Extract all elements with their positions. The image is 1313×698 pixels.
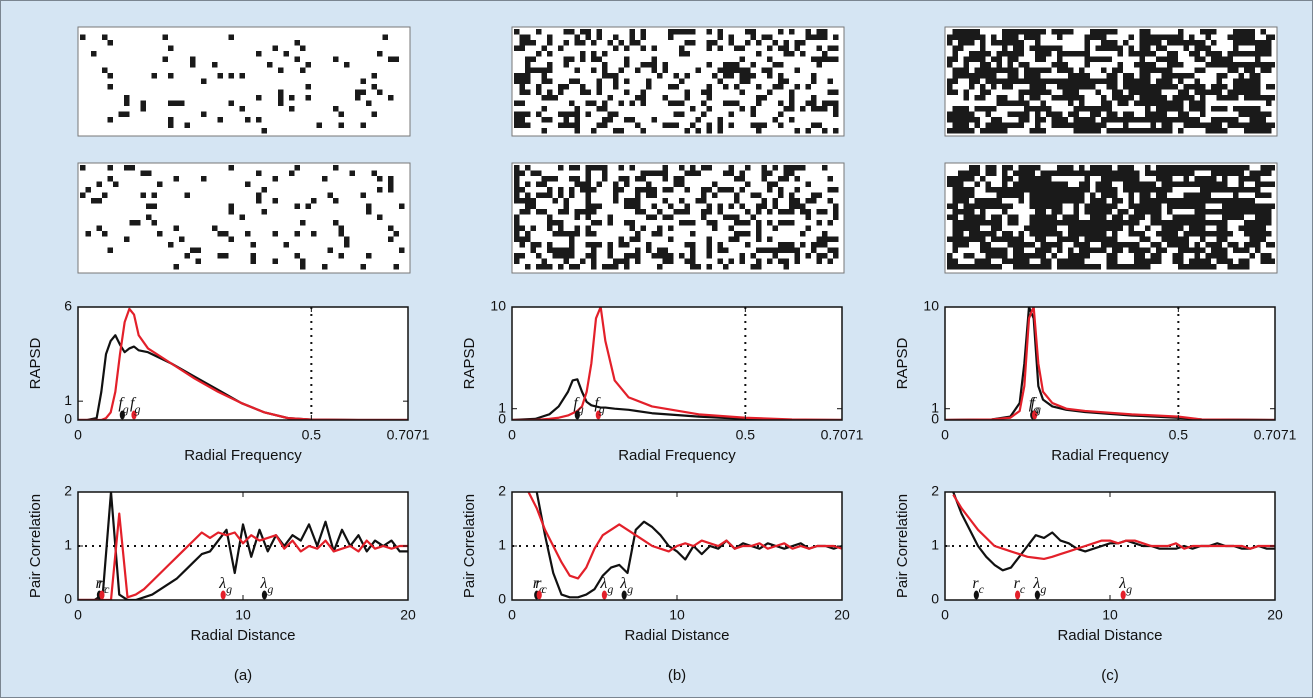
y-tick-label: 1: [931, 537, 939, 553]
x-tick-label: 10: [669, 607, 685, 623]
annotation-subscript: c: [104, 582, 110, 596]
x-axis-title: Radial Distance: [1057, 627, 1162, 644]
y-tick-label: 10: [923, 298, 939, 314]
x-tick-label: 20: [400, 607, 416, 623]
y-tick-label: 1: [498, 399, 506, 415]
annotation-subscript: g: [607, 582, 613, 596]
y-axis-title: RAPSD: [27, 337, 44, 389]
y-axis-title: RAPSD: [461, 337, 478, 389]
y-tick-label: 6: [64, 298, 72, 314]
annotation-subscript: c: [979, 582, 985, 596]
x-tick-label: 0.7071: [387, 427, 430, 443]
annotation-symbol: λ: [218, 575, 226, 592]
x-tick-label: 0: [941, 607, 949, 623]
x-tick-label: 0.7071: [821, 427, 864, 443]
annotation-subscript: g: [267, 582, 273, 596]
annotation-subscript: g: [1126, 582, 1132, 596]
y-tick-label: 2: [498, 483, 506, 499]
x-tick-label: 20: [834, 607, 850, 623]
annotation-subscript: g: [1035, 402, 1041, 416]
annotation-subscript: c: [541, 582, 547, 596]
x-tick-label: 0: [508, 427, 516, 443]
plot-area: [945, 307, 1275, 420]
panel-label: (a): [234, 667, 252, 684]
annotation-subscript: g: [599, 402, 605, 416]
annotation-subscript: g: [226, 582, 232, 596]
y-tick-label: 1: [64, 392, 72, 408]
halftone-image: [78, 27, 410, 136]
annotation-subscript: g: [134, 402, 140, 416]
x-axis-title: Radial Distance: [624, 627, 729, 644]
x-axis-title: Radial Frequency: [618, 447, 736, 464]
annotation-subscript: g: [1040, 582, 1046, 596]
annotation-symbol: λ: [599, 575, 607, 592]
x-tick-label: 10: [1102, 607, 1118, 623]
figure: fgfg00.50.7071016Radial FrequencyRAPSDfg…: [0, 0, 1313, 698]
x-tick-label: 0.5: [1169, 427, 1189, 443]
y-tick-label: 0: [64, 591, 72, 607]
annotation-subscript: c: [1020, 582, 1026, 596]
annotation-subscript: g: [123, 402, 129, 416]
annotation-symbol: λ: [1032, 575, 1040, 592]
y-axis-title: Pair Correlation: [894, 494, 911, 598]
y-tick-label: 2: [64, 483, 72, 499]
annotation-subscript: g: [578, 402, 584, 416]
y-tick-label: 1: [498, 537, 506, 553]
y-tick-label: 1: [931, 399, 939, 415]
x-tick-label: 0.5: [736, 427, 756, 443]
x-tick-label: 0: [508, 607, 516, 623]
panel-label: (b): [668, 667, 686, 684]
annotation-symbol: λ: [259, 575, 267, 592]
y-tick-label: 10: [490, 298, 506, 314]
annotation-subscript: g: [627, 582, 633, 596]
y-tick-label: 0: [64, 411, 72, 427]
y-tick-label: 1: [64, 537, 72, 553]
annotation-symbol: λ: [1118, 575, 1126, 592]
x-tick-label: 0: [74, 427, 82, 443]
y-axis-title: RAPSD: [894, 337, 911, 389]
x-axis-title: Radial Frequency: [184, 447, 302, 464]
y-axis-title: Pair Correlation: [461, 494, 478, 598]
x-axis-title: Radial Distance: [190, 627, 295, 644]
panel-label: (c): [1101, 667, 1119, 684]
x-tick-label: 20: [1267, 607, 1283, 623]
x-axis-title: Radial Frequency: [1051, 447, 1169, 464]
y-tick-label: 2: [931, 483, 939, 499]
y-tick-label: 0: [931, 591, 939, 607]
x-tick-label: 0.7071: [1254, 427, 1297, 443]
x-tick-label: 0.5: [302, 427, 322, 443]
y-tick-label: 0: [498, 591, 506, 607]
x-tick-label: 0: [74, 607, 82, 623]
x-tick-label: 0: [941, 427, 949, 443]
x-tick-label: 10: [235, 607, 251, 623]
annotation-symbol: λ: [619, 575, 627, 592]
y-axis-title: Pair Correlation: [27, 494, 44, 598]
